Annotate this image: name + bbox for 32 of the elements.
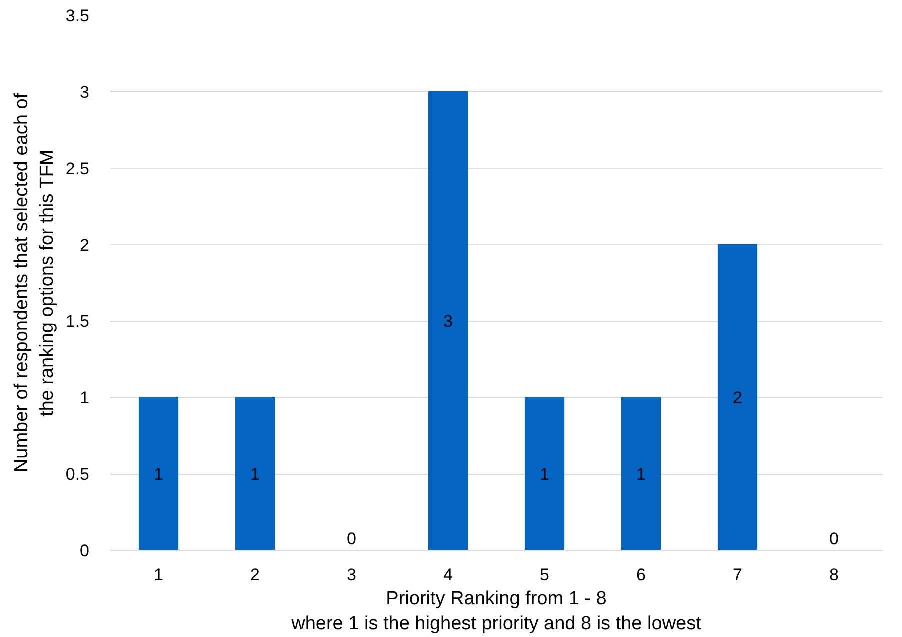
y-tick-label: 1.5 (66, 312, 90, 332)
x-axis-title: Priority Ranking from 1 - 8 where 1 is the highest priority and 8 is the lowest (290, 588, 702, 635)
data-label: 1 (540, 465, 550, 484)
x-tick-label: 8 (830, 566, 839, 584)
data-label: 1 (154, 465, 164, 484)
y-tick-label: 2 (80, 236, 90, 255)
data-label: 1 (250, 465, 260, 484)
y-tick-label: 1 (80, 388, 90, 408)
data-label: 0 (347, 530, 356, 548)
data-label: 2 (733, 388, 742, 408)
y-tick-label: 2.5 (66, 159, 90, 178)
y-tick-label: 3.5 (66, 6, 90, 26)
x-tick-label: 6 (636, 566, 646, 584)
y-tick-label: 0.5 (66, 465, 90, 484)
bar (524, 397, 565, 550)
bar (235, 397, 276, 550)
data-label: 3 (444, 312, 453, 332)
data-label: 1 (636, 465, 646, 484)
x-tick-label: 3 (347, 566, 356, 584)
x-tick-label: 4 (444, 566, 453, 584)
bar (621, 397, 662, 550)
x-tick-label: 5 (540, 566, 550, 584)
y-axis-title: Number of respondents that selected each of the ranking options for this TFM (12, 92, 58, 473)
x-tick-label: 1 (154, 566, 164, 584)
y-tick-label: 0 (80, 542, 90, 560)
x-tick-label: 2 (250, 566, 260, 584)
bar (718, 244, 758, 550)
y-tick-label: 3 (80, 82, 90, 102)
x-tick-label: 7 (733, 566, 742, 584)
bar (428, 91, 468, 550)
bar (138, 397, 179, 550)
data-label: 0 (830, 530, 839, 548)
